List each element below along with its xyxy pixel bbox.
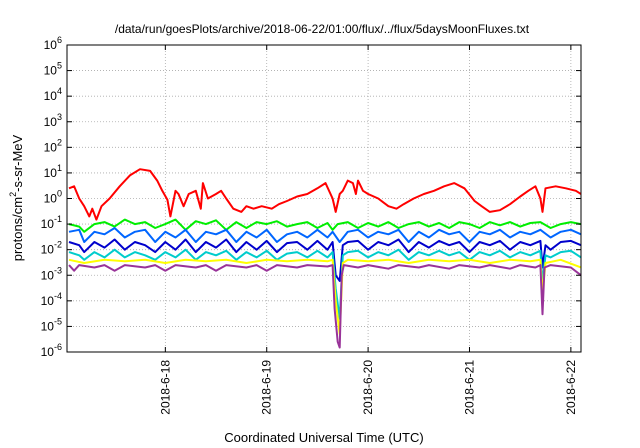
y-tick-base: 10 bbox=[44, 192, 58, 206]
y-axis-label-part1: protons/cm bbox=[10, 197, 25, 261]
y-tick-label: 105 bbox=[44, 61, 62, 78]
series-line-6 bbox=[69, 260, 581, 334]
y-tick-base: 10 bbox=[41, 217, 55, 231]
y-tick-label: 101 bbox=[44, 163, 62, 180]
chart-title: /data/run/goesPlots/archive/2018-06-22/0… bbox=[115, 22, 530, 36]
y-tick-exp: 1 bbox=[57, 163, 62, 173]
y-tick-exp: -4 bbox=[54, 291, 62, 301]
x-tick-label: 2018-6-22 bbox=[564, 360, 578, 415]
flux-chart: /data/run/goesPlots/archive/2018-06-22/0… bbox=[0, 0, 640, 448]
y-tick-exp: -1 bbox=[54, 214, 62, 224]
y-tick-label: 10-2 bbox=[41, 240, 62, 257]
series-line-7 bbox=[69, 265, 581, 347]
y-tick-label: 102 bbox=[44, 137, 62, 154]
series-group bbox=[69, 169, 581, 347]
y-tick-label: 10-4 bbox=[41, 291, 62, 308]
y-tick-base: 10 bbox=[44, 64, 58, 78]
y-tick-base: 10 bbox=[44, 89, 58, 103]
y-tick-label: 104 bbox=[44, 86, 62, 103]
x-axis-ticks: 2018-6-18 2018-6-19 2018-6-20 2018-6-21 2018… bbox=[158, 45, 578, 415]
y-tick-exp: -3 bbox=[54, 265, 62, 275]
y-tick-exp: 3 bbox=[57, 112, 62, 122]
y-tick-label: 10-5 bbox=[41, 316, 62, 333]
y-tick-base: 10 bbox=[41, 345, 55, 359]
y-tick-exp: -2 bbox=[54, 240, 62, 250]
series-line-1 bbox=[69, 169, 581, 219]
x-axis-label: Coordinated Universal Time (UTC) bbox=[224, 430, 423, 445]
y-tick-exp: 5 bbox=[57, 61, 62, 71]
y-axis-label: protons/cm2-s-sr-MeV bbox=[8, 134, 25, 261]
y-tick-label: 103 bbox=[44, 112, 62, 129]
x-tick-label: 2018-6-20 bbox=[361, 360, 375, 415]
y-tick-base: 10 bbox=[41, 268, 55, 282]
y-tick-label: 10-3 bbox=[41, 265, 62, 282]
y-tick-exp: 6 bbox=[57, 35, 62, 45]
y-axis-ticks: 10-610-510-410-310-210-11001011021031041… bbox=[41, 35, 581, 359]
y-tick-exp: 4 bbox=[57, 86, 62, 96]
x-tick-label: 2018-6-18 bbox=[158, 360, 172, 415]
y-tick-base: 10 bbox=[44, 140, 58, 154]
y-tick-base: 10 bbox=[41, 243, 55, 257]
y-tick-label: 106 bbox=[44, 35, 62, 52]
series-line-3 bbox=[69, 228, 581, 242]
y-tick-label: 10-1 bbox=[41, 214, 62, 231]
y-tick-base: 10 bbox=[44, 38, 58, 52]
y-tick-exp: -5 bbox=[54, 316, 62, 326]
y-tick-exp: 0 bbox=[57, 189, 62, 199]
y-tick-base: 10 bbox=[41, 319, 55, 333]
y-tick-base: 10 bbox=[41, 294, 55, 308]
y-axis-label-part2: -s-sr-MeV bbox=[10, 134, 25, 191]
x-tick-label: 2018-6-21 bbox=[462, 360, 476, 415]
y-tick-label: 10-6 bbox=[41, 342, 62, 359]
grid bbox=[67, 45, 581, 352]
y-tick-base: 10 bbox=[44, 166, 58, 180]
x-tick-label: 2018-6-19 bbox=[260, 360, 274, 415]
plot-frame bbox=[67, 45, 581, 352]
y-tick-label: 100 bbox=[44, 189, 62, 206]
plot-area bbox=[69, 169, 581, 347]
y-tick-exp: 2 bbox=[57, 137, 62, 147]
y-tick-base: 10 bbox=[44, 115, 58, 129]
y-tick-exp: -6 bbox=[54, 342, 62, 352]
